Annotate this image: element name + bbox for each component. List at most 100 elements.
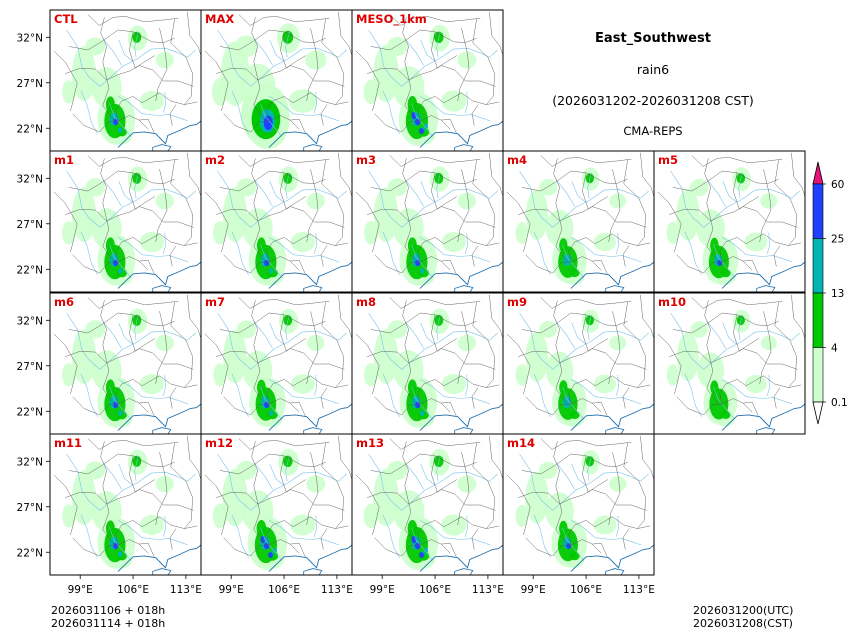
- rain-area: [441, 90, 467, 112]
- coastline: [117, 544, 201, 572]
- rain-area: [539, 179, 558, 196]
- rain-area: [264, 259, 270, 267]
- river-line: [285, 172, 290, 199]
- lat-tick-label: 27°N: [17, 502, 43, 514]
- province-border: [622, 387, 630, 409]
- colorbar-segment: [812, 292, 824, 348]
- province-border: [170, 302, 193, 388]
- member-label: MAX: [205, 12, 234, 26]
- river-line: [253, 321, 273, 349]
- province-border: [623, 443, 646, 529]
- river-line: [80, 514, 98, 558]
- rain-area: [236, 460, 257, 480]
- river-line: [66, 29, 196, 87]
- hainan-outline: [303, 144, 323, 151]
- colorbar-level-label: 4: [831, 343, 838, 355]
- province-border: [219, 29, 326, 51]
- province-border: [65, 348, 194, 370]
- river-line: [404, 321, 424, 349]
- province-border: [100, 300, 115, 405]
- province-border: [525, 537, 602, 557]
- province-border: [170, 443, 193, 529]
- rain-area: [419, 410, 425, 416]
- province-border: [472, 160, 495, 246]
- province-border: [704, 158, 719, 263]
- coastline: [721, 403, 805, 431]
- rain-area: [242, 350, 273, 390]
- river-line: [382, 231, 400, 275]
- rain-area: [744, 232, 768, 252]
- rain-area: [117, 551, 123, 557]
- colorbar-under-triangle: [812, 401, 824, 425]
- province-border: [691, 297, 783, 309]
- lat-tick-label: 22°N: [17, 264, 43, 276]
- river-line: [420, 322, 435, 345]
- river-line: [533, 373, 551, 417]
- rain-area: [213, 221, 227, 245]
- river-line: [570, 379, 642, 405]
- province-border: [743, 259, 759, 274]
- rain-area: [545, 209, 574, 247]
- province-border: [389, 297, 481, 309]
- hainan-outline: [605, 285, 625, 292]
- province-border: [423, 233, 500, 246]
- lon-tick-label: 99°E: [370, 584, 395, 596]
- init-line-1: 2026031106 + 018h: [51, 604, 166, 617]
- region-title: East_Southwest: [595, 31, 711, 46]
- province-border: [370, 453, 477, 475]
- member-panel: m3: [351, 150, 504, 293]
- river-line: [109, 386, 132, 420]
- lon-tick-label: 99°E: [219, 584, 244, 596]
- rain-area: [212, 503, 227, 529]
- province-border: [506, 191, 531, 253]
- rain-area: [415, 259, 421, 267]
- rain-area: [392, 66, 425, 109]
- province-border: [471, 245, 479, 267]
- river-line: [231, 90, 249, 134]
- rain-area: [85, 320, 106, 339]
- province-border: [568, 241, 575, 263]
- province-border: [759, 169, 772, 243]
- rain-area: [419, 128, 424, 134]
- title-block: East_Southwest rain6 (2026031202-2026031…: [552, 31, 754, 138]
- province-border: [355, 474, 380, 536]
- province-border: [774, 160, 797, 246]
- province-border: [53, 474, 78, 536]
- province-border: [417, 241, 424, 263]
- province-border: [139, 401, 155, 416]
- rain-area: [559, 520, 568, 537]
- member-label: CTL: [54, 12, 78, 26]
- colorbar-level-label: 13: [831, 288, 844, 300]
- lon-tick-label: 99°E: [521, 584, 546, 596]
- province-border: [290, 118, 306, 133]
- rain-area: [62, 221, 76, 245]
- province-border: [87, 438, 179, 450]
- province-border: [280, 31, 307, 69]
- province-border: [553, 158, 568, 263]
- province-border: [431, 172, 458, 210]
- province-border: [657, 333, 682, 395]
- system-title: CMA-REPS: [623, 124, 682, 138]
- province-border: [582, 314, 609, 352]
- province-border: [320, 104, 328, 126]
- province-border: [553, 300, 568, 405]
- river-line: [570, 520, 642, 546]
- province-border: [129, 172, 156, 210]
- rain-area: [710, 380, 719, 395]
- river-line: [231, 373, 249, 417]
- province-border: [139, 542, 155, 557]
- province-border: [506, 333, 531, 395]
- province-border: [72, 254, 149, 274]
- province-border: [672, 312, 779, 334]
- river-line: [134, 172, 139, 199]
- province-border: [623, 302, 646, 388]
- province-border: [320, 245, 328, 267]
- rain-area: [721, 410, 731, 419]
- river-line: [269, 322, 284, 345]
- province-border: [472, 19, 495, 105]
- province-border: [321, 443, 344, 529]
- river-line: [314, 91, 317, 113]
- rain-area: [717, 259, 723, 266]
- rain-area: [290, 232, 315, 252]
- rain-area: [117, 127, 123, 133]
